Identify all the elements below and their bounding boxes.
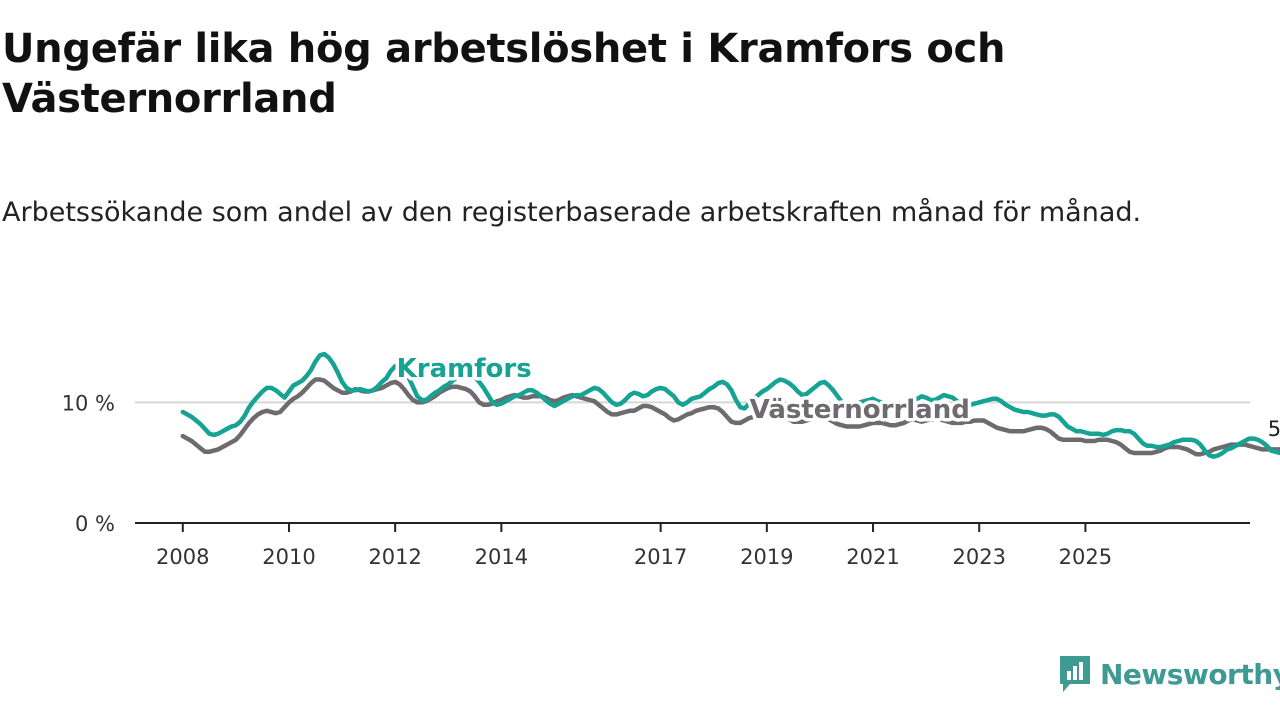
x-tick-label-2021: 2021: [846, 545, 899, 569]
chart-subtitle: Arbetssökande som andel av den registerb…: [2, 197, 1142, 228]
x-tick-label-2014: 2014: [475, 545, 528, 569]
x-tick-label-2008: 2008: [156, 545, 209, 569]
newsworthy-logo-icon: [1060, 656, 1090, 692]
endpoint-value-label: 5,9 %: [1268, 417, 1280, 441]
y-tick-label-10: 10 %: [62, 391, 115, 415]
x-tick-label-2023: 2023: [952, 545, 1005, 569]
x-tick-label-2019: 2019: [740, 545, 793, 569]
y-tick-label-0: 0 %: [75, 512, 115, 536]
x-tick-label-2012: 2012: [368, 545, 421, 569]
chart-title: Ungefär lika hög arbetslöshet i Kramfors…: [2, 26, 1006, 122]
brand-logo: Newsworthy: [1058, 652, 1280, 696]
x-tick-label-2010: 2010: [262, 545, 315, 569]
series-label-kramfors: Kramfors: [397, 354, 532, 384]
x-tick-label-2025: 2025: [1059, 545, 1112, 569]
series-label-v-sternorrland: Västernorrland: [750, 395, 970, 425]
series-line-kramfors: [180, 351, 1280, 459]
brand-name: Newsworthy: [1100, 657, 1280, 691]
x-tick-label-2017: 2017: [634, 545, 687, 569]
